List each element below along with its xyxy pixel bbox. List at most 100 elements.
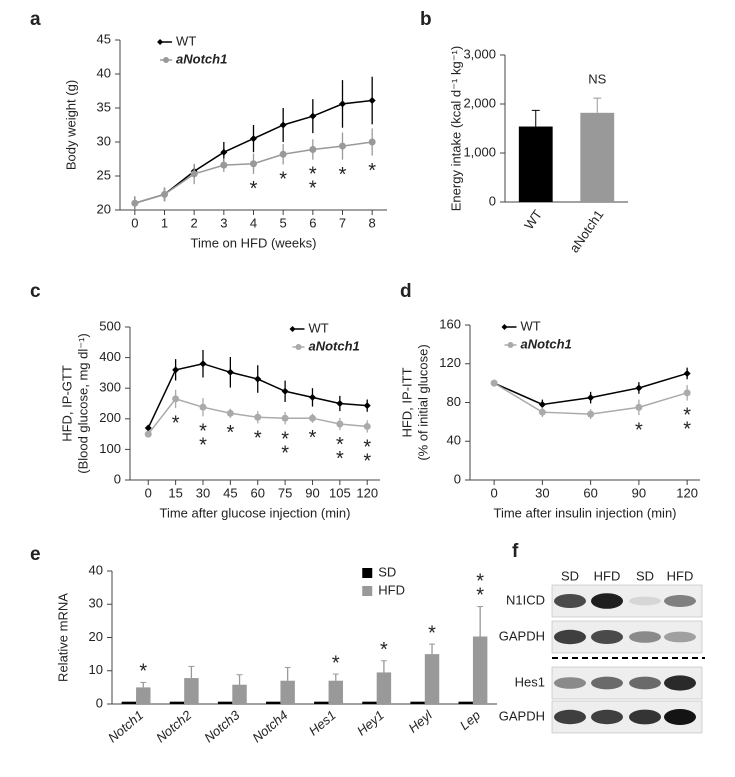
blot-band (554, 677, 586, 689)
y-tick-label: 120 (439, 355, 461, 370)
legend-label: WT (176, 33, 196, 48)
y-tick-label: 300 (99, 380, 121, 395)
bar (136, 687, 151, 704)
bar (472, 636, 488, 704)
y-tick-label: 2,000 (463, 95, 496, 110)
x-axis-label: Time on HFD (weeks) (191, 235, 317, 250)
blot-band (664, 675, 696, 691)
bar (518, 126, 553, 202)
significance-mark: * (139, 661, 147, 683)
y-tick-label: 35 (97, 99, 111, 114)
significance-mark: * * (199, 421, 207, 457)
legend-label: HFD (378, 582, 405, 597)
x-tick-label: 60 (583, 485, 597, 500)
x-tick-label: 120 (676, 485, 698, 500)
blot-band (629, 676, 661, 690)
y-axis-label: HFD, IP-GTT (59, 365, 74, 442)
legend-label: SD (378, 564, 396, 579)
significance-mark: * (250, 178, 258, 200)
x-tick-label: 7 (339, 215, 346, 230)
blot-band (554, 709, 586, 725)
y-axis-label: Body weight (g) (63, 80, 78, 170)
significance-mark: * * (363, 437, 371, 473)
blot-band (629, 631, 661, 643)
y-tick-label: 20 (89, 629, 103, 644)
bar (266, 701, 281, 704)
x-tick-label: 45 (223, 485, 237, 500)
x-tick-label: 105 (329, 485, 351, 500)
y-tick-label: 45 (97, 31, 111, 46)
y-axis-label: (Blood glucose, mg dl⁻¹) (75, 333, 90, 474)
y-tick-label: 40 (447, 433, 461, 448)
marker (308, 393, 316, 401)
panel-label: c (30, 281, 41, 302)
bar (184, 678, 199, 704)
marker (131, 199, 139, 207)
x-axis-label: Time after insulin injection (min) (493, 505, 676, 520)
blot-column-label: SD (636, 568, 654, 583)
significance-mark: * (380, 639, 388, 661)
blot-band (591, 630, 623, 644)
significance-mark: * (279, 169, 287, 191)
bar (232, 684, 247, 704)
marker (538, 400, 546, 408)
y-axis-label: HFD, IP-ITT (399, 367, 414, 437)
x-tick-label: 2 (191, 215, 198, 230)
y-tick-label: 200 (99, 410, 121, 425)
bar (169, 701, 185, 704)
marker (683, 389, 691, 397)
x-tick-label: 5 (280, 215, 287, 230)
x-tick-label: 30 (535, 485, 549, 500)
y-tick-label: 100 (99, 441, 121, 456)
legend-marker (163, 57, 170, 63)
legend-label: WT (309, 320, 329, 335)
panel-label: e (30, 544, 41, 565)
marker (309, 145, 317, 153)
legend-label: aNotch1 (176, 51, 227, 66)
x-tick-label: 90 (632, 485, 646, 500)
significance-mark: * * (309, 164, 317, 200)
bar (376, 672, 392, 704)
significance-mark: * * (683, 405, 691, 441)
marker (490, 379, 498, 387)
significance-mark: * (332, 652, 340, 674)
blot-band (554, 629, 586, 645)
marker (172, 366, 180, 374)
x-tick-label: 15 (168, 485, 182, 500)
significance-mark: * (172, 412, 180, 434)
marker (250, 135, 257, 143)
significance-mark: * * (476, 571, 484, 607)
significance-mark: * (226, 422, 234, 444)
x-tick-label: 0 (145, 485, 152, 500)
marker (339, 100, 346, 108)
legend-label: WT (521, 318, 541, 333)
bar (458, 701, 473, 704)
marker (635, 403, 643, 411)
legend-label: aNotch1 (309, 338, 360, 353)
blot-band (664, 631, 696, 643)
x-axis-label: Time after glucose injection (min) (160, 505, 351, 520)
marker (220, 148, 228, 156)
blot-band (554, 594, 586, 608)
y-tick-label: 20 (97, 201, 111, 216)
blot-column-label: HFD (667, 568, 694, 583)
bar (121, 701, 137, 704)
blot-column-label: SD (561, 568, 579, 583)
blot-band (591, 709, 623, 725)
marker (339, 142, 346, 150)
marker (144, 430, 152, 438)
marker (368, 138, 376, 146)
significance-mark: * (254, 428, 262, 450)
marker (190, 170, 198, 178)
blot-row-label: Hes1 (515, 674, 545, 689)
marker (336, 400, 344, 407)
y-axis-label: Energy intake (kcal d⁻¹ kg⁻¹) (448, 46, 463, 211)
significance-mark: * (368, 160, 376, 182)
legend-swatch (362, 568, 373, 578)
x-tick-label: 75 (278, 485, 292, 500)
legend-marker (501, 324, 508, 330)
x-tick-label: 120 (356, 485, 378, 500)
marker (587, 394, 595, 402)
y-tick-label: 0 (489, 193, 496, 208)
